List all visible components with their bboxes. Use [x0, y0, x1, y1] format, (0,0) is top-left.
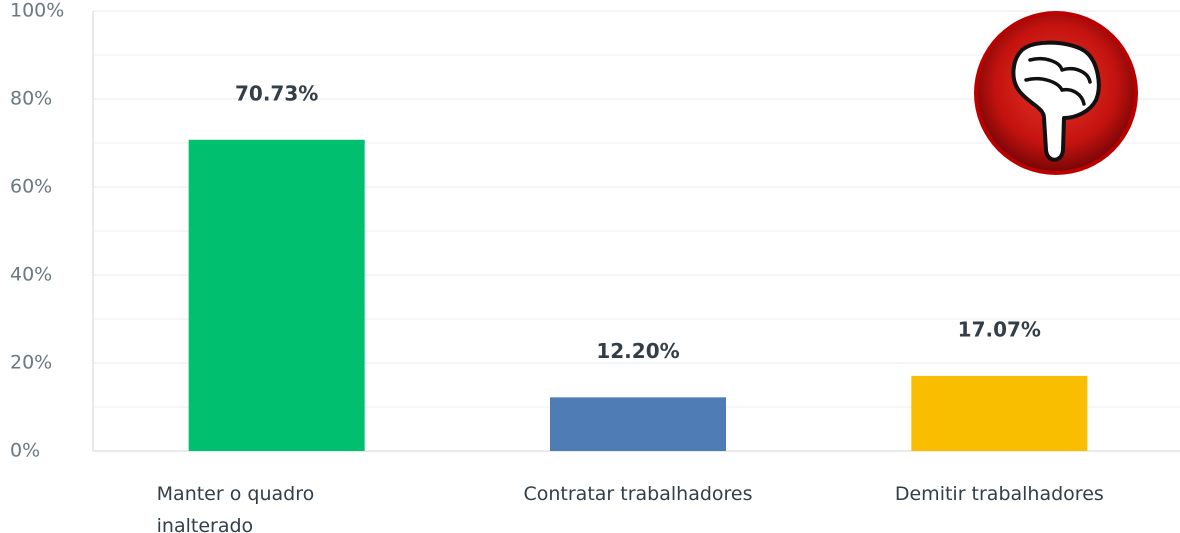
bar — [188, 139, 365, 451]
x-tick-label-box: Demitir trabalhadores — [849, 478, 1149, 510]
y-tick-label: 40% — [10, 264, 52, 286]
y-tick-label: 100% — [10, 0, 64, 22]
y-tick-label: 80% — [10, 88, 52, 110]
x-tick-label: Manter o quadro inalterado — [156, 483, 315, 533]
y-tick-label: 20% — [10, 352, 52, 374]
y-tick-label: 60% — [10, 176, 52, 198]
bar — [911, 375, 1088, 451]
thumbs-down-icon — [974, 11, 1138, 175]
value-label: 12.20% — [596, 339, 679, 363]
y-tick-label: 0% — [10, 440, 40, 462]
value-label: 17.07% — [958, 317, 1041, 341]
x-tick-label-box: Manter o quadro inalterado — [127, 478, 427, 533]
x-tick-label: Contratar trabalhadores — [523, 483, 753, 505]
bar — [550, 397, 726, 451]
x-tick-label-box: Contratar trabalhadores — [488, 478, 788, 510]
x-tick-label: Demitir trabalhadores — [894, 483, 1104, 505]
value-label: 70.73% — [235, 81, 318, 105]
